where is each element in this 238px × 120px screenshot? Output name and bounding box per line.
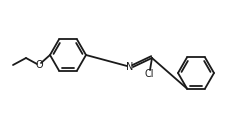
Text: N: N [126,62,134,72]
Text: Cl: Cl [144,69,154,79]
Text: O: O [35,60,43,70]
